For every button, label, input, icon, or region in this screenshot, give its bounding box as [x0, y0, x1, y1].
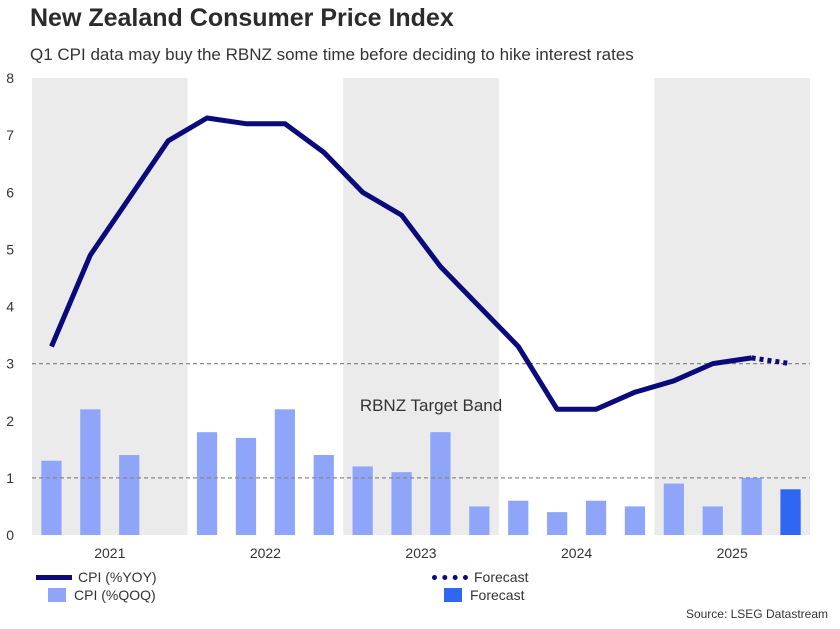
qoq-bar	[235, 437, 257, 535]
cpi-yoy-line	[49, 115, 752, 412]
legend-cpi-yoy-label: CPI (%YOY)	[78, 569, 157, 585]
y-tick-label: 7	[6, 127, 14, 143]
legend-cpi-yoy: CPI (%YOY)	[36, 569, 157, 585]
qoq-bar	[663, 483, 684, 535]
source-note: Source: LSEG Datastream	[685, 607, 828, 621]
qoq-bar	[430, 432, 451, 535]
legend-forecast-bar-label: Forecast	[470, 587, 525, 603]
x-tick-label: 2023	[405, 545, 436, 561]
legend-bar-swatch	[48, 588, 66, 602]
x-tick-label: 2025	[717, 545, 748, 561]
qoq-bar	[624, 506, 646, 535]
y-tick-label: 0	[6, 527, 14, 543]
cpi-yoy-forecast-line	[751, 355, 791, 367]
y-tick-label: 5	[6, 241, 14, 257]
y-tick-label: 3	[6, 356, 14, 372]
year-band-2023	[343, 78, 499, 535]
legend-forecast-bar: Forecast	[432, 587, 524, 603]
qoq-bars	[41, 409, 801, 535]
y-tick-label: 2	[6, 413, 14, 429]
chart-subtitle: Q1 CPI data may buy the RBNZ some time b…	[30, 45, 634, 64]
qoq-bar	[702, 506, 723, 535]
qoq-bar	[41, 460, 62, 535]
legend-dotted-swatch	[432, 574, 468, 580]
qoq-bar	[508, 500, 529, 535]
qoq-bar	[741, 477, 762, 535]
yoy-lines	[49, 115, 791, 412]
x-axis-year-labels: 2021 2022 2023 2024 2025	[94, 545, 748, 561]
qoq-bar	[119, 455, 140, 535]
chart-title: New Zealand Consumer Price Index	[30, 4, 454, 32]
qoq-bar	[352, 466, 373, 535]
legend-cpi-qoq-label: CPI (%QOQ)	[74, 587, 156, 603]
target-band-annotation: RBNZ Target Band	[360, 396, 502, 415]
legend-forecast-bar-swatch	[444, 588, 462, 602]
legend-line-swatch	[36, 574, 72, 580]
legend-cpi-qoq: CPI (%QOQ)	[36, 587, 156, 603]
x-tick-label: 2024	[561, 545, 592, 561]
qoq-bar	[313, 455, 334, 535]
qoq-bar	[391, 472, 412, 535]
y-axis-ticks: 0 1 2 3 4 5 6 7 8	[6, 70, 14, 543]
year-band-2025	[654, 78, 810, 535]
qoq-forecast-bar	[780, 489, 801, 535]
x-tick-label: 2021	[94, 545, 125, 561]
legend-forecast-line-label: Forecast	[474, 569, 529, 585]
y-tick-label: 6	[6, 184, 14, 200]
qoq-bar	[469, 506, 490, 535]
year-shading-layer	[32, 78, 810, 535]
legend-forecast-line: Forecast	[432, 569, 528, 585]
y-tick-label: 4	[6, 299, 14, 315]
y-tick-label: 1	[6, 470, 14, 486]
qoq-bar	[80, 409, 101, 535]
x-tick-label: 2022	[250, 545, 281, 561]
qoq-bar	[274, 409, 295, 535]
y-tick-label: 8	[6, 70, 14, 86]
target-band-lines	[32, 363, 810, 479]
qoq-bar	[585, 500, 607, 535]
qoq-bar	[196, 432, 218, 535]
qoq-bar	[547, 512, 568, 535]
